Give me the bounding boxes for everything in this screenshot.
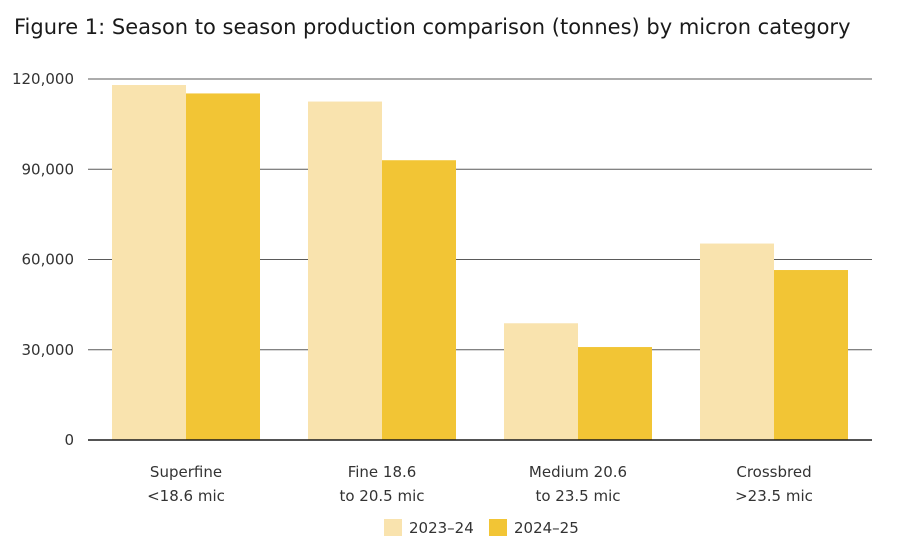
legend: 2023–24 2024–25 [384,519,579,537]
y-tick-label: 30,000 [22,341,75,359]
x-category-label: to 23.5 mic [535,487,620,505]
bar-series-1 [700,243,774,440]
legend-swatch [384,519,402,536]
legend-label: 2024–25 [514,519,579,537]
legend-swatch [489,519,507,536]
legend-label: 2023–24 [409,519,474,537]
x-category-label: Medium 20.6 [529,463,627,481]
y-tick-label: 0 [64,431,74,449]
y-axis-ticks: 0 30,000 60,000 90,000 120,000 [12,70,74,449]
chart-title: Figure 1: Season to season production co… [14,15,851,39]
bar-series-1 [308,101,382,440]
y-tick-label: 60,000 [22,251,75,269]
x-category-label: >23.5 mic [735,487,813,505]
bars [112,85,848,441]
bar-series-2 [186,93,260,440]
bar-series-1 [112,85,186,441]
x-category-label: Superfine [150,463,222,481]
y-tick-label: 90,000 [22,160,75,178]
x-category-label: <18.6 mic [147,487,225,505]
x-category-label: Crossbred [736,463,811,481]
bar-series-2 [382,160,456,440]
x-category-label: Fine 18.6 [348,463,417,481]
bar-series-2 [578,347,652,440]
category-labels: Superfine <18.6 mic Fine 18.6 to 20.5 mic Me… [147,463,813,505]
bar-series-2 [774,270,848,440]
bar-series-1 [504,323,578,440]
y-tick-label: 120,000 [12,70,74,88]
x-category-label: to 20.5 mic [339,487,424,505]
